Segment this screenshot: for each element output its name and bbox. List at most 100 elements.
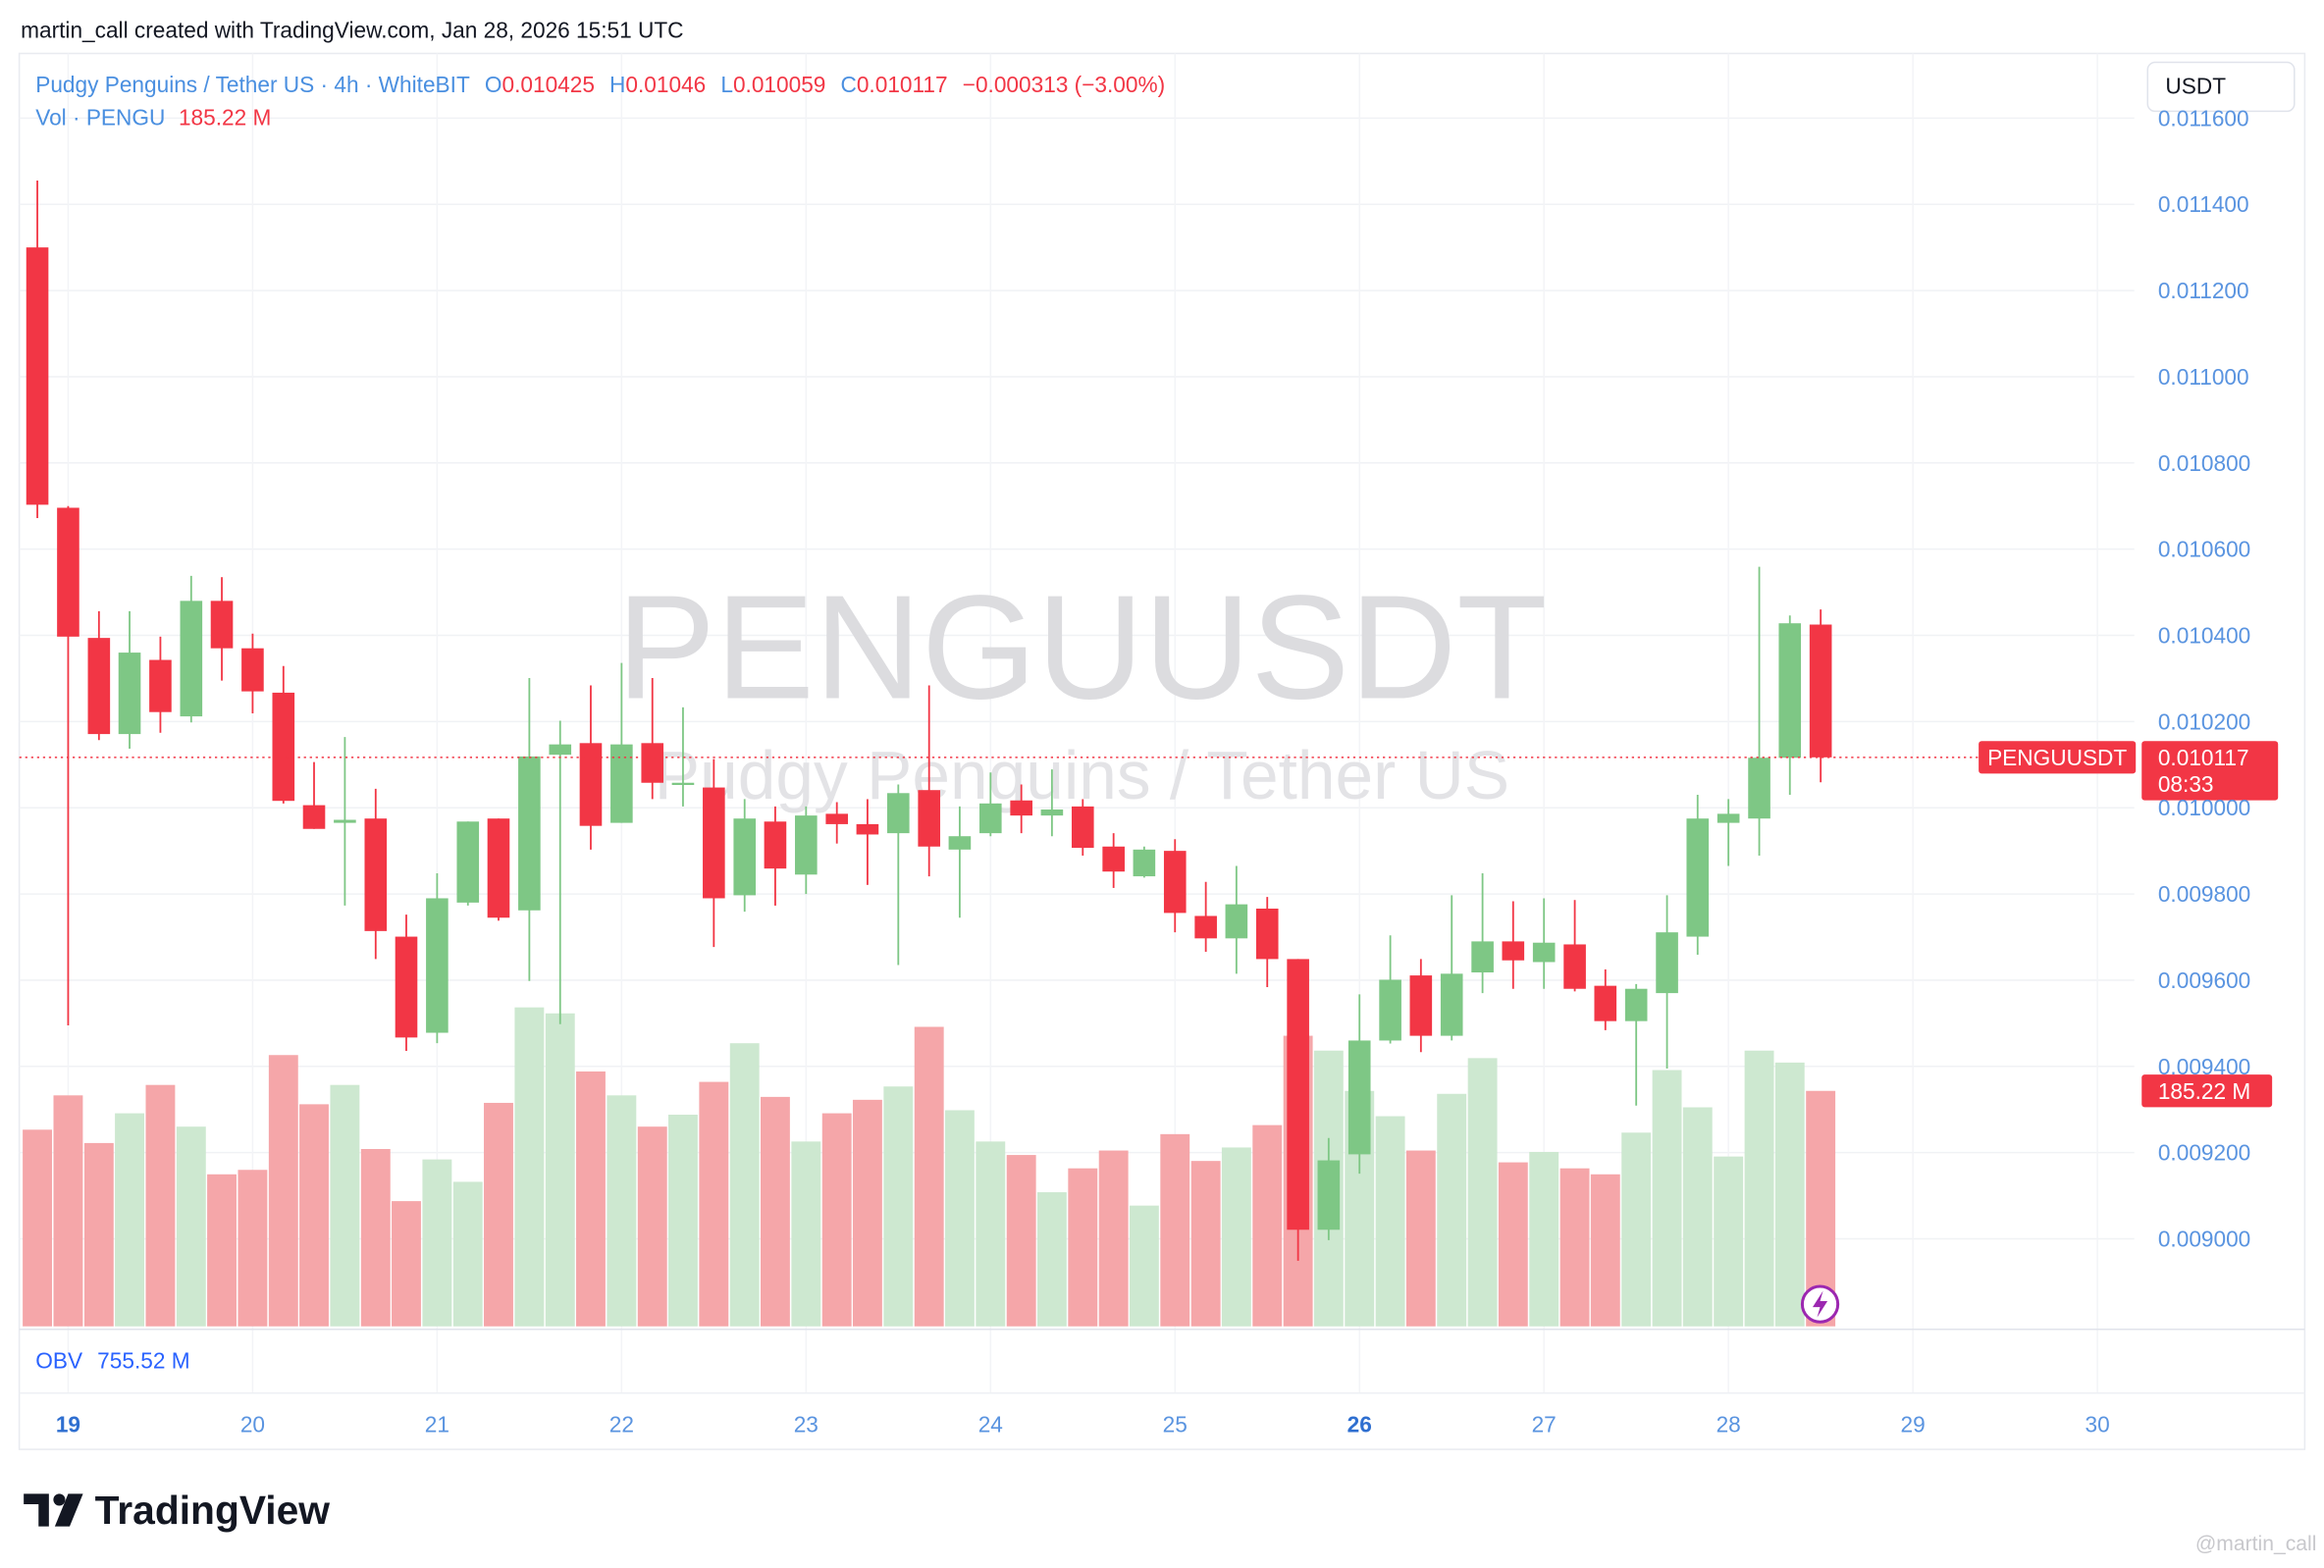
y-tick-label: 0.011000 <box>2158 364 2249 390</box>
volume-bar <box>1744 1050 1774 1327</box>
candle-body <box>1071 806 1094 849</box>
obv-name: OBV <box>35 1347 82 1373</box>
y-tick-label: 0.009600 <box>2158 967 2250 993</box>
volume-bars <box>23 1007 1836 1327</box>
currency-button[interactable] <box>2146 61 2296 113</box>
y-tick-label: 0.009400 <box>2158 1054 2250 1079</box>
candle-body <box>1194 915 1217 939</box>
candle-body <box>1656 932 1678 994</box>
candle-body <box>1010 800 1032 816</box>
candle-body <box>487 818 510 918</box>
candle-body <box>118 653 141 735</box>
candle-body <box>210 601 234 649</box>
volume-bar <box>392 1201 421 1327</box>
volume-bar <box>176 1126 206 1327</box>
legend-value: 0.010425 <box>502 72 595 97</box>
volume-bar <box>299 1104 329 1327</box>
candle-body <box>1287 959 1309 1230</box>
candle-body <box>641 743 664 783</box>
volume-value: 185.22 M <box>179 104 271 130</box>
candle-body <box>856 823 879 835</box>
x-tick-label: 26 <box>1347 1411 1372 1437</box>
volume-bar <box>1190 1161 1221 1327</box>
volume-bar <box>330 1084 360 1327</box>
candle-body <box>733 818 757 896</box>
obv-legend: OBV 755.52 M <box>35 1347 189 1373</box>
x-tick-label: 25 <box>1163 1411 1188 1437</box>
volume-label-box <box>2141 1074 2273 1108</box>
y-tick-label: 0.010000 <box>2158 795 2250 820</box>
currency-label[interactable]: USDT <box>2165 74 2226 99</box>
volume-bar <box>1098 1150 1129 1327</box>
candle-body <box>795 815 818 875</box>
legend-key: O <box>485 72 502 97</box>
candle-body <box>1778 623 1802 758</box>
volume-bar <box>668 1115 698 1327</box>
symbol-label: PENGUUSDT <box>1987 745 2127 770</box>
candle-body <box>1163 851 1187 914</box>
y-tick-label: 0.010400 <box>2158 623 2250 649</box>
legend-key: C <box>840 72 856 97</box>
volume-bar <box>360 1148 391 1327</box>
candle-body <box>1532 942 1556 963</box>
volume-bar <box>607 1095 637 1327</box>
volume-bar <box>1714 1156 1744 1327</box>
candle-body <box>1379 979 1401 1041</box>
volume-bar <box>422 1159 452 1327</box>
volume-bar <box>145 1084 176 1327</box>
volume-bar <box>729 1043 760 1327</box>
volume-bar <box>1036 1192 1067 1327</box>
candle-body <box>1594 985 1617 1021</box>
candle-body <box>180 601 203 717</box>
candle-body <box>241 648 264 692</box>
candle-body <box>1255 909 1279 960</box>
brand-logo: TradingView <box>24 1488 330 1533</box>
candle-body <box>825 813 849 824</box>
price-label-box <box>2141 741 2279 801</box>
volume-bar <box>1160 1133 1190 1327</box>
volume-bar <box>1068 1168 1098 1327</box>
volume-bar <box>452 1181 483 1327</box>
y-tick-label: 0.009000 <box>2158 1227 2250 1252</box>
volume-bar <box>53 1095 83 1327</box>
candle-body <box>978 803 1002 834</box>
volume-bar <box>83 1142 114 1327</box>
volume-bar <box>1774 1062 1805 1327</box>
volume-bar <box>1529 1151 1559 1327</box>
candle-body <box>1748 758 1770 819</box>
candle-body <box>272 692 295 802</box>
volume-bar <box>23 1129 52 1327</box>
legend-key: L <box>720 72 733 97</box>
volume-bar <box>484 1102 513 1327</box>
lightning-icon <box>1800 1284 1840 1324</box>
candle-body <box>364 818 388 931</box>
y-tick-label: 0.010200 <box>2158 708 2250 734</box>
candle-body <box>671 782 695 786</box>
candle-body <box>1809 624 1832 758</box>
candle-body <box>918 790 940 847</box>
legend: Pudgy Penguins / Tether US · 4h · WhiteB… <box>35 72 1165 97</box>
y-tick-label: 0.011600 <box>2158 105 2249 131</box>
price-label: 0.010117 <box>2158 745 2249 770</box>
volume-bar <box>1437 1093 1467 1327</box>
candle-body <box>1686 818 1710 937</box>
candle-body <box>610 744 633 823</box>
volume-bar <box>1129 1205 1159 1327</box>
volume-legend: Vol · PENGU 185.22 M <box>35 104 271 130</box>
x-tick-label: 30 <box>2086 1411 2110 1437</box>
y-tick-label: 0.011400 <box>2158 191 2249 217</box>
x-tick-label: 27 <box>1532 1411 1557 1437</box>
volume-bar <box>852 1099 882 1327</box>
header: martin_call created with TradingView.com… <box>21 17 683 42</box>
volume-bar <box>914 1026 944 1327</box>
volume-bar <box>637 1126 667 1327</box>
candle-body <box>579 743 603 826</box>
legend-value: 0.010117 <box>857 72 948 97</box>
candle-body <box>1563 944 1586 989</box>
volume-bar <box>1375 1116 1405 1327</box>
icon-bolt <box>1812 1290 1828 1318</box>
volume-bar <box>791 1141 821 1327</box>
candle-body <box>1225 904 1248 939</box>
